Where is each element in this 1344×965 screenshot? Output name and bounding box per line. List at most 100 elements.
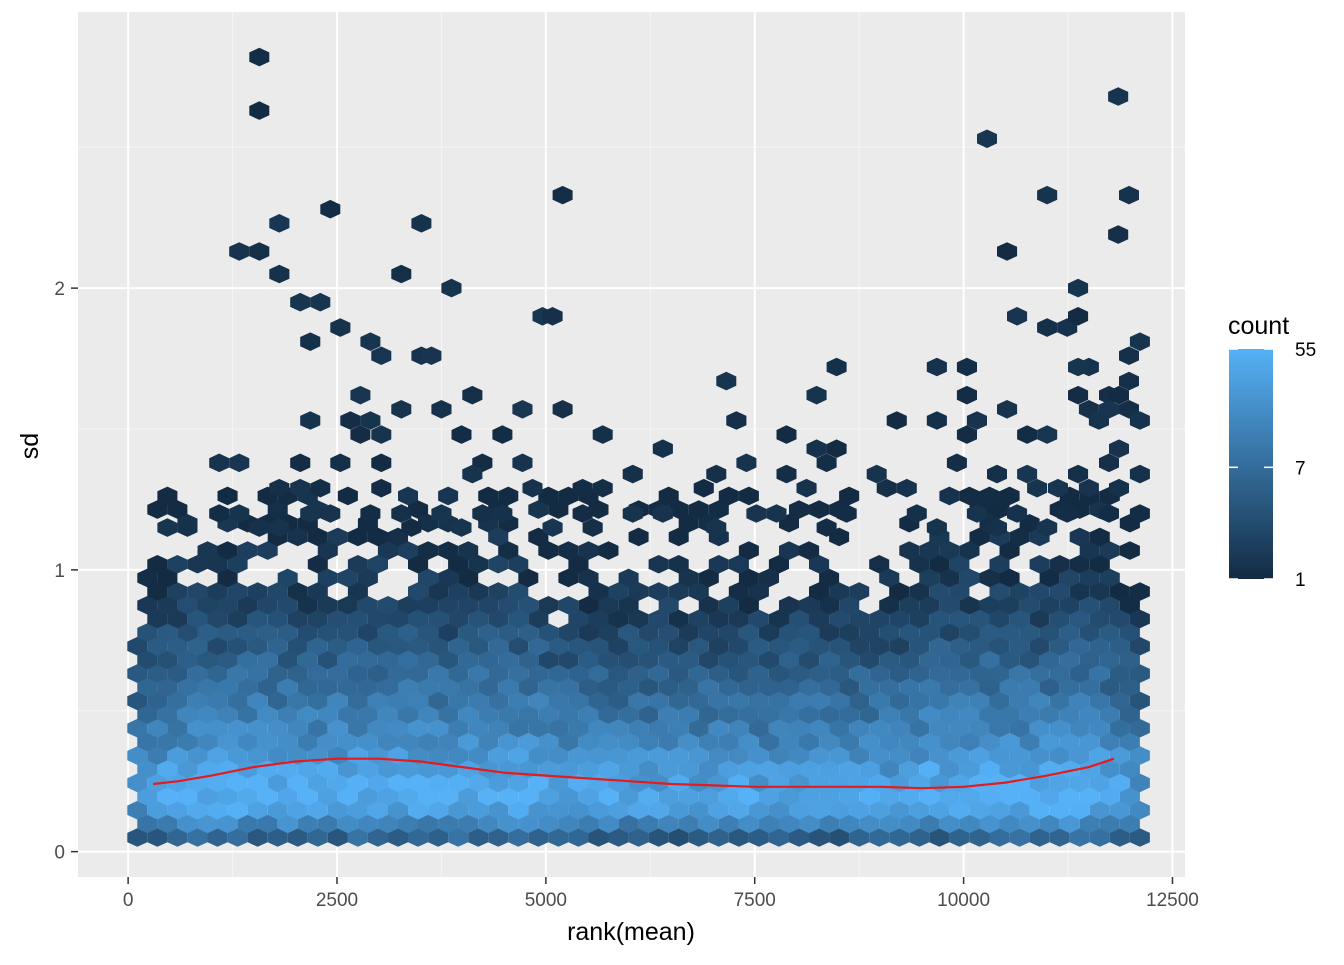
hex-bin-sparse <box>1119 371 1139 391</box>
hex-bin <box>307 773 328 793</box>
hex-bin <box>518 568 539 588</box>
hex-bin <box>438 787 459 806</box>
hex-bin <box>1089 664 1110 683</box>
hex-bin <box>498 814 519 834</box>
hex-bin <box>819 568 840 588</box>
hex-bin <box>939 596 960 615</box>
hex-bin <box>207 691 228 711</box>
hex-bin <box>879 814 900 834</box>
hex-bin <box>347 828 368 847</box>
hex-bin <box>267 746 288 765</box>
hex-bin <box>678 568 699 588</box>
hex-bin <box>748 691 769 711</box>
hex-bin <box>889 582 910 601</box>
hex-bin <box>398 541 418 560</box>
hex-bin <box>498 486 519 506</box>
hex-bin <box>187 664 208 683</box>
hex-bin-sparse <box>1099 453 1119 473</box>
hex-bin <box>548 636 569 656</box>
hex-bin <box>578 787 599 806</box>
hex-bin <box>377 814 398 834</box>
hex-bin <box>738 814 759 834</box>
hex-bin <box>448 636 469 656</box>
hex-bin <box>929 664 950 683</box>
hex-bin <box>347 746 368 765</box>
hex-bin <box>227 582 248 601</box>
hex-bin-sparse <box>401 518 422 537</box>
hex-bin <box>237 650 258 670</box>
hex-bin <box>979 787 1000 806</box>
trend-line-layer <box>153 757 1115 790</box>
hex-bin <box>1009 746 1030 765</box>
hex-bin <box>307 828 328 847</box>
hex-bin <box>879 759 900 779</box>
hex-bin <box>317 568 338 588</box>
hex-bin <box>698 814 719 834</box>
hex-bin-sparse <box>1037 425 1058 444</box>
hex-bin <box>638 650 659 670</box>
hex-bin <box>167 582 188 601</box>
hex-bin <box>217 705 238 724</box>
hex-bin <box>979 677 1000 697</box>
hex-bin <box>869 636 890 656</box>
hex-bin <box>628 800 649 820</box>
hex-bin <box>508 636 529 656</box>
legend-tick-label: 55 <box>1295 340 1316 361</box>
hex-bin <box>668 636 689 656</box>
hex-bin-sparse <box>431 504 452 523</box>
hex-bin <box>688 828 709 847</box>
hex-bin-sparse <box>451 518 472 537</box>
hex-bin <box>197 596 218 615</box>
hex-bin <box>377 596 398 615</box>
hex-bin <box>1129 691 1150 711</box>
hex-bin <box>849 718 870 738</box>
hex-bin <box>758 787 779 806</box>
hex-bin <box>468 691 489 711</box>
hex-bin <box>237 596 258 615</box>
hex-bin <box>498 732 519 752</box>
hex-bin <box>768 609 789 629</box>
hex-bin-sparse <box>1068 307 1089 326</box>
hex-bin <box>1029 609 1050 629</box>
hex-bin <box>568 691 589 711</box>
hex-bin <box>357 787 378 806</box>
hex-bin <box>688 500 709 519</box>
hex-bin <box>528 691 549 711</box>
hex-bin <box>428 582 449 601</box>
hex-bin <box>207 555 228 574</box>
hex-bin <box>227 691 248 711</box>
hex-bin <box>799 814 820 834</box>
hex-bin <box>989 718 1010 738</box>
hex-bin <box>418 596 439 615</box>
hex-bin-sparse <box>816 453 837 473</box>
hex-bin <box>408 718 429 738</box>
hex-bin <box>658 650 679 670</box>
hex-bin <box>1019 705 1040 724</box>
hex-bin <box>768 636 789 656</box>
hex-bin <box>167 746 188 765</box>
hex-bin <box>307 636 328 656</box>
hex-bin <box>819 705 840 724</box>
hex-bin <box>468 800 489 820</box>
hex-bin <box>809 800 830 820</box>
hex-bin <box>889 609 910 629</box>
hex-bin <box>849 828 870 847</box>
hex-bin <box>738 732 759 752</box>
hex-bin <box>388 800 408 820</box>
hex-bin-sparse <box>1037 518 1058 537</box>
hex-bin <box>267 582 288 601</box>
hex-bin <box>147 500 168 519</box>
hex-bin <box>608 828 629 847</box>
hex-bin <box>137 596 158 615</box>
hex-bin <box>538 759 559 779</box>
hex-bin-sparse <box>592 425 613 444</box>
hex-bin <box>247 773 268 793</box>
hex-bin <box>919 677 940 697</box>
hex-bin <box>889 636 910 656</box>
hex-bin <box>317 650 338 670</box>
hex-bin <box>688 718 709 738</box>
hex-bin <box>498 677 519 697</box>
hex-bin-sparse <box>926 357 947 377</box>
hex-bin <box>708 828 729 847</box>
hex-bin <box>959 732 980 752</box>
